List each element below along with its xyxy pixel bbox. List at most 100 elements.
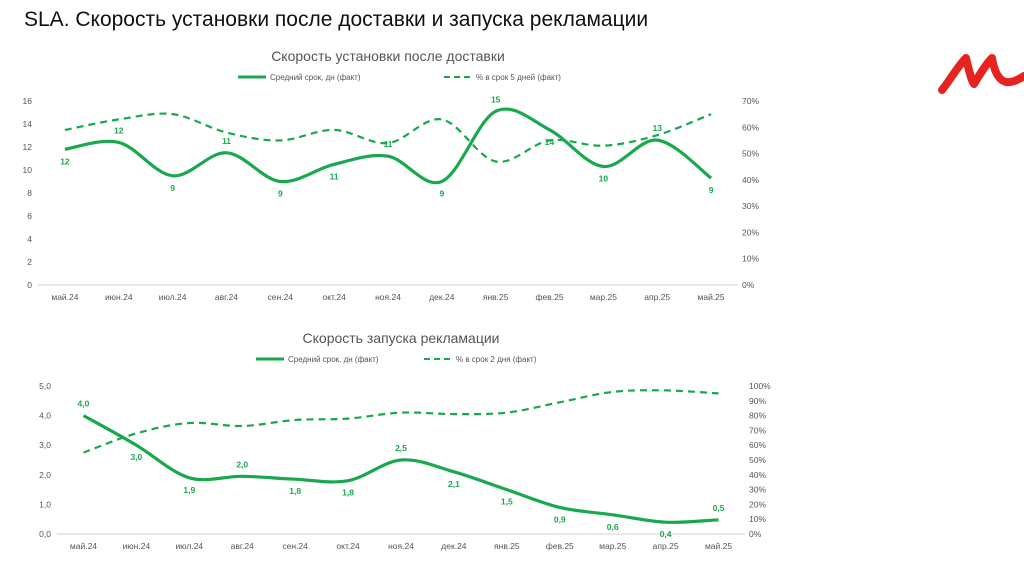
x-tick-label: май.25: [705, 541, 732, 551]
x-tick-label: сен.24: [268, 292, 294, 302]
y-right-tick-label: 90%: [749, 396, 766, 406]
x-tick-label: май.25: [698, 292, 725, 302]
data-label: 11: [222, 136, 231, 146]
data-label: 1,8: [289, 486, 301, 496]
x-tick-label: авг.24: [231, 541, 254, 551]
x-tick-label: мар.25: [599, 541, 626, 551]
y-right-tick-label: 40%: [742, 175, 759, 185]
data-label: 9: [439, 189, 444, 199]
y-left-tick-label: 4,0: [39, 411, 51, 421]
chart-title: Скорость запуска рекламации: [303, 330, 500, 346]
x-tick-label: ноя.24: [375, 292, 401, 302]
data-label: 12: [60, 156, 70, 166]
y-left-tick-label: 4: [27, 234, 32, 244]
y-left-tick-label: 8: [27, 188, 32, 198]
x-tick-label: мар.25: [590, 292, 617, 302]
y-left-tick-label: 6: [27, 211, 32, 221]
x-tick-label: июл.24: [175, 541, 203, 551]
data-label: 4,0: [78, 399, 90, 409]
y-right-tick-label: 70%: [742, 96, 759, 106]
data-label: 0,6: [607, 522, 619, 532]
data-label: 1,5: [501, 497, 513, 507]
x-tick-label: июн.24: [105, 292, 133, 302]
y-left-tick-label: 2,0: [39, 470, 51, 480]
y-right-tick-label: 30%: [749, 485, 766, 495]
y-left-tick-label: 3,0: [39, 440, 51, 450]
y-left-tick-label: 12: [23, 142, 33, 152]
y-left-tick-label: 2: [27, 257, 32, 267]
series-line-avg-days: [64, 107, 713, 185]
data-label: 14: [545, 137, 555, 147]
y-right-tick-label: 50%: [742, 149, 759, 159]
data-label: 9: [170, 183, 175, 193]
y-right-tick-label: 0%: [749, 529, 762, 539]
data-label: 1,8: [342, 488, 354, 498]
y-right-tick-label: 100%: [749, 381, 771, 391]
x-tick-label: дек.24: [441, 541, 466, 551]
data-label: 0,9: [554, 514, 566, 524]
y-right-tick-label: 10%: [742, 254, 759, 264]
legend-label-avg-days: Средний срок, дн (факт): [270, 73, 361, 82]
data-label: 0,4: [660, 529, 672, 539]
y-left-tick-label: 14: [23, 119, 33, 129]
data-label: 1,9: [183, 485, 195, 495]
chart-installation-speed: Скорость установки после доставки Средний…: [23, 48, 760, 302]
x-tick-label: апр.25: [644, 292, 670, 302]
series-line-on-time-percent: [83, 389, 719, 454]
x-tick-label: июл.24: [159, 292, 187, 302]
brand-logo: [938, 54, 1024, 94]
x-tick-label: ноя.24: [388, 541, 414, 551]
data-label: 0,5: [713, 503, 725, 513]
legend-label-on-time: % в срок 5 дней (факт): [476, 73, 561, 82]
x-tick-label: апр.25: [653, 541, 679, 551]
y-right-tick-label: 0%: [742, 280, 755, 290]
x-tick-label: дек.24: [429, 292, 454, 302]
y-left-tick-label: 0,0: [39, 529, 51, 539]
y-left-tick-label: 16: [23, 96, 33, 106]
data-label: 11: [330, 171, 339, 181]
x-tick-label: май.24: [70, 541, 97, 551]
x-tick-label: окт.24: [322, 292, 346, 302]
series-line-on-time-percent: [64, 112, 712, 163]
data-label: 9: [278, 189, 283, 199]
x-tick-label: янв.25: [494, 541, 520, 551]
data-label: 13: [652, 123, 662, 133]
x-tick-label: фев.25: [546, 541, 574, 551]
y-right-tick-label: 80%: [749, 411, 766, 421]
data-label: 15: [491, 94, 501, 104]
data-label: 2,0: [236, 459, 248, 469]
data-label: 11: [384, 139, 393, 149]
y-right-tick-label: 60%: [742, 122, 759, 132]
legend-label-on-time: % в срок 2 дня (факт): [456, 355, 537, 364]
legend-label-avg-days: Средний срок, дн (факт): [288, 355, 379, 364]
y-right-tick-label: 70%: [749, 425, 766, 435]
series-line-avg-days: [82, 414, 719, 524]
y-right-tick-label: 40%: [749, 470, 766, 480]
y-right-tick-label: 20%: [742, 227, 759, 237]
y-right-tick-label: 30%: [742, 201, 759, 211]
x-tick-label: янв.25: [483, 292, 509, 302]
chart-complaint-speed: Скорость запуска рекламации Средний срок,…: [39, 330, 771, 551]
y-left-tick-label: 10: [23, 165, 33, 175]
logo-mark: [938, 54, 1024, 94]
y-right-tick-label: 20%: [749, 499, 766, 509]
y-right-tick-label: 60%: [749, 440, 766, 450]
y-left-tick-label: 1,0: [39, 499, 51, 509]
y-right-tick-label: 10%: [749, 514, 766, 524]
page-title: SLA. Скорость установки после доставки и…: [24, 8, 649, 31]
y-left-tick-label: 0: [27, 280, 32, 290]
y-right-tick-label: 50%: [749, 455, 766, 465]
data-label: 2,1: [448, 479, 460, 489]
x-tick-label: май.24: [51, 292, 78, 302]
data-label: 10: [599, 174, 609, 184]
data-label: 2,5: [395, 443, 407, 453]
y-left-tick-label: 5,0: [39, 381, 51, 391]
x-tick-label: июн.24: [123, 541, 151, 551]
data-label: 12: [114, 125, 124, 135]
data-label: 9: [709, 185, 714, 195]
x-tick-label: сен.24: [282, 541, 308, 551]
chart-title: Скорость установки после доставки: [271, 48, 505, 64]
x-tick-label: окт.24: [336, 541, 360, 551]
data-label: 3,0: [130, 452, 142, 462]
x-tick-label: авг.24: [215, 292, 238, 302]
